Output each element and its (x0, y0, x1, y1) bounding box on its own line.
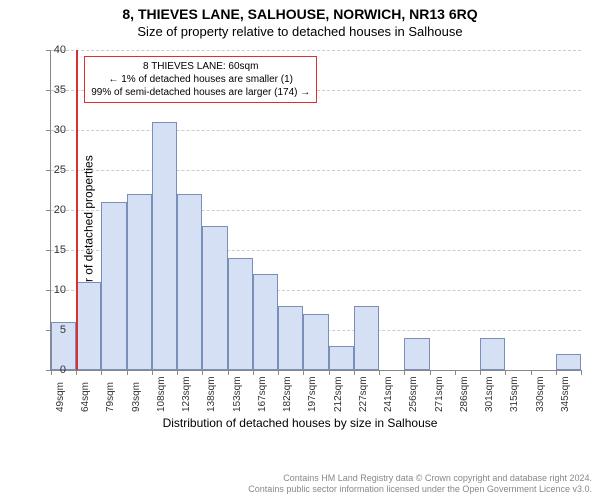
xtick-mark (51, 370, 52, 375)
xtick-label: 271sqm (434, 376, 445, 412)
xtick-label: 49sqm (55, 382, 66, 412)
xtick-mark (581, 370, 582, 375)
ytick-mark (46, 130, 51, 131)
xtick-mark (480, 370, 481, 375)
ytick-mark (46, 250, 51, 251)
xtick-label: 227sqm (358, 376, 369, 412)
xtick-label: 286sqm (459, 376, 470, 412)
xtick-mark (101, 370, 102, 375)
ytick-mark (46, 50, 51, 51)
xtick-mark (152, 370, 153, 375)
gridline-h (51, 170, 581, 171)
histogram-bar (76, 282, 101, 370)
annotation-line-2: ← 1% of detached houses are smaller (1) (91, 73, 310, 86)
xtick-label: 330sqm (535, 376, 546, 412)
xtick-label: 197sqm (307, 376, 318, 412)
ytick-label: 10 (54, 284, 66, 296)
xtick-label: 153sqm (232, 376, 243, 412)
gridline-h (51, 50, 581, 51)
xtick-label: 79sqm (105, 382, 116, 412)
xtick-mark (76, 370, 77, 375)
xtick-mark (228, 370, 229, 375)
chart-title-main: 8, THIEVES LANE, SALHOUSE, NORWICH, NR13… (0, 0, 600, 22)
ytick-mark (46, 210, 51, 211)
xtick-mark (278, 370, 279, 375)
histogram-bar (177, 194, 202, 370)
histogram-bar (253, 274, 278, 370)
xtick-label: 256sqm (408, 376, 419, 412)
gridline-h (51, 130, 581, 131)
ytick-label: 25 (54, 164, 66, 176)
ytick-label: 15 (54, 244, 66, 256)
ytick-label: 30 (54, 124, 66, 136)
xtick-mark (303, 370, 304, 375)
xtick-mark (531, 370, 532, 375)
xtick-label: 123sqm (181, 376, 192, 412)
histogram-bar (354, 306, 379, 370)
xtick-label: 212sqm (333, 376, 344, 412)
x-axis-label: Distribution of detached houses by size … (0, 416, 600, 430)
xtick-mark (556, 370, 557, 375)
histogram-bar (127, 194, 152, 370)
xtick-mark (202, 370, 203, 375)
ytick-label: 5 (60, 324, 66, 336)
histogram-bar (329, 346, 354, 370)
ytick-mark (46, 290, 51, 291)
histogram-bar (480, 338, 505, 370)
ytick-label: 35 (54, 84, 66, 96)
histogram-bar (228, 258, 253, 370)
xtick-mark (379, 370, 380, 375)
chart-title-sub: Size of property relative to detached ho… (0, 22, 600, 39)
xtick-label: 138sqm (206, 376, 217, 412)
histogram-bar (278, 306, 303, 370)
xtick-mark (455, 370, 456, 375)
ytick-label: 0 (60, 364, 66, 376)
footer-line-1: Contains HM Land Registry data © Crown c… (248, 473, 592, 485)
xtick-mark (404, 370, 405, 375)
chart-area: Number of detached properties 49sqm64sqm… (0, 44, 600, 432)
chart-footer: Contains HM Land Registry data © Crown c… (248, 473, 592, 496)
histogram-bar (202, 226, 227, 370)
ytick-label: 20 (54, 204, 66, 216)
xtick-mark (127, 370, 128, 375)
annotation-line-3: 99% of semi-detached houses are larger (… (91, 86, 310, 99)
xtick-mark (253, 370, 254, 375)
xtick-label: 93sqm (131, 382, 142, 412)
histogram-bar (556, 354, 581, 370)
xtick-mark (177, 370, 178, 375)
xtick-label: 64sqm (80, 382, 91, 412)
annotation-box: 8 THIEVES LANE: 60sqm ← 1% of detached h… (84, 56, 317, 103)
xtick-label: 241sqm (383, 376, 394, 412)
xtick-label: 182sqm (282, 376, 293, 412)
marker-line (76, 50, 78, 370)
xtick-label: 315sqm (509, 376, 520, 412)
ytick-mark (46, 170, 51, 171)
xtick-label: 167sqm (257, 376, 268, 412)
histogram-bar (101, 202, 126, 370)
footer-line-2: Contains public sector information licen… (248, 484, 592, 496)
xtick-mark (354, 370, 355, 375)
plot-area: 49sqm64sqm79sqm93sqm108sqm123sqm138sqm15… (50, 50, 581, 371)
histogram-bar (404, 338, 429, 370)
xtick-label: 301sqm (484, 376, 495, 412)
annotation-line-1: 8 THIEVES LANE: 60sqm (91, 60, 310, 73)
xtick-mark (430, 370, 431, 375)
histogram-bar (152, 122, 177, 370)
xtick-label: 345sqm (560, 376, 571, 412)
xtick-label: 108sqm (156, 376, 167, 412)
ytick-mark (46, 90, 51, 91)
xtick-mark (505, 370, 506, 375)
ytick-label: 40 (54, 44, 66, 56)
xtick-mark (329, 370, 330, 375)
histogram-bar (303, 314, 328, 370)
